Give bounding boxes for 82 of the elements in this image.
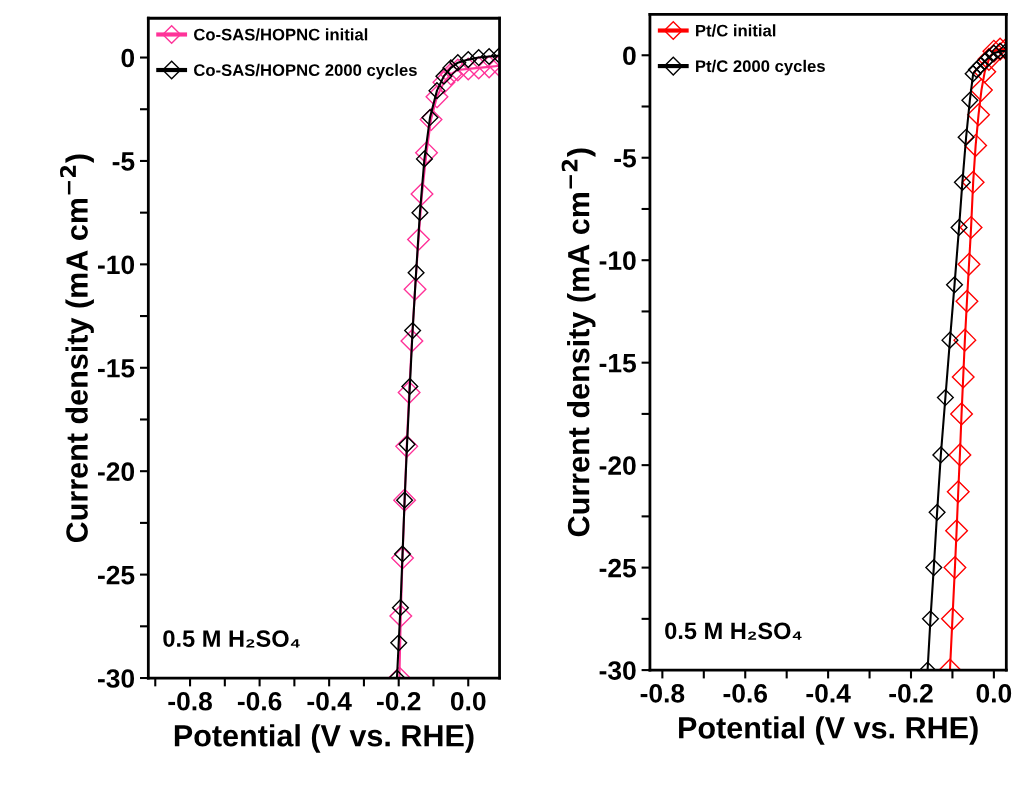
point xyxy=(943,556,967,580)
x-axis-title: Potential (V vs. RHE) xyxy=(174,724,474,753)
point xyxy=(389,604,413,628)
point xyxy=(959,215,983,239)
x-tick-label: -0.4 xyxy=(307,691,352,711)
point xyxy=(955,289,979,313)
point xyxy=(403,277,427,301)
point xyxy=(936,388,954,407)
point xyxy=(404,321,422,340)
annotation: 0.5 M H₂SO₄ xyxy=(163,630,300,648)
point xyxy=(925,559,943,577)
legend-label: Pt/C 2000 cycles xyxy=(696,59,825,76)
x-tick-label: -0.6 xyxy=(237,691,282,711)
point xyxy=(928,503,946,521)
y-tick-label: -5 xyxy=(112,152,135,171)
point xyxy=(940,607,964,631)
point xyxy=(977,47,1001,71)
y-tick-label: -20 xyxy=(98,462,135,482)
x-axis-title: Potential (V vs. RHE) xyxy=(679,716,978,745)
point xyxy=(432,70,456,94)
point xyxy=(964,65,982,83)
point xyxy=(407,264,425,282)
point xyxy=(964,133,988,157)
point xyxy=(415,141,439,165)
point xyxy=(951,365,975,389)
point xyxy=(961,170,985,194)
y-axis-title: Current density (mA cm$^{−2}$) xyxy=(561,148,596,537)
y-tick-label: 0 xyxy=(623,46,636,66)
point xyxy=(932,446,950,464)
point xyxy=(480,47,498,66)
point xyxy=(967,103,991,127)
point xyxy=(446,58,470,82)
y-tick-label: -10 xyxy=(599,251,636,271)
annotation: 0.5 M H₂SO₄ xyxy=(665,622,802,640)
legend-label: Pt/C initial xyxy=(696,24,776,37)
y-tick-label: -5 xyxy=(614,149,636,168)
x-tick-label: -0.8 xyxy=(168,691,212,711)
x-tick-label: -0.4 xyxy=(806,683,851,703)
point xyxy=(950,218,968,236)
point xyxy=(921,610,940,628)
point xyxy=(400,329,424,353)
point xyxy=(961,91,979,109)
legend-label: Co-SAS/HOPNC initial xyxy=(194,28,368,41)
point xyxy=(410,182,434,206)
point xyxy=(946,480,970,504)
x-tick-label: -0.2 xyxy=(377,691,421,711)
point xyxy=(957,128,975,146)
y-axis-title: Current density (mA cm$^{−2}$) xyxy=(59,154,94,543)
point xyxy=(390,634,408,652)
point xyxy=(953,173,971,191)
x-tick-label: -0.2 xyxy=(889,683,933,703)
y-tick-label: -30 xyxy=(599,661,636,680)
x-tick-label: 0.0 xyxy=(450,691,486,711)
point xyxy=(407,228,431,252)
point xyxy=(397,381,421,405)
point xyxy=(948,443,972,467)
x-tick-label: 0.0 xyxy=(976,683,1012,703)
point xyxy=(957,252,981,276)
point xyxy=(969,78,993,102)
y-tick-label: -25 xyxy=(599,558,636,578)
point xyxy=(411,204,429,222)
point xyxy=(945,276,964,294)
point xyxy=(425,85,449,109)
y-tick-label: -20 xyxy=(599,456,636,475)
point xyxy=(945,519,969,543)
legend-label: Co-SAS/HOPNC 2000 cycles xyxy=(194,63,417,80)
point xyxy=(395,434,419,458)
point xyxy=(456,57,480,81)
y-tick-label: -30 xyxy=(98,669,135,688)
x-tick-label: -0.8 xyxy=(640,683,685,703)
point xyxy=(950,402,974,426)
y-tick-label: 0 xyxy=(121,48,135,68)
point xyxy=(391,546,415,570)
point xyxy=(953,328,977,352)
point xyxy=(439,62,463,86)
y-tick-label: -15 xyxy=(599,354,636,373)
point xyxy=(477,55,500,79)
y-tick-label: -10 xyxy=(98,255,135,275)
y-tick-label: -25 xyxy=(98,565,135,585)
x-tick-label: -0.6 xyxy=(723,683,768,703)
point xyxy=(941,331,959,349)
y-tick-label: -15 xyxy=(98,359,135,378)
